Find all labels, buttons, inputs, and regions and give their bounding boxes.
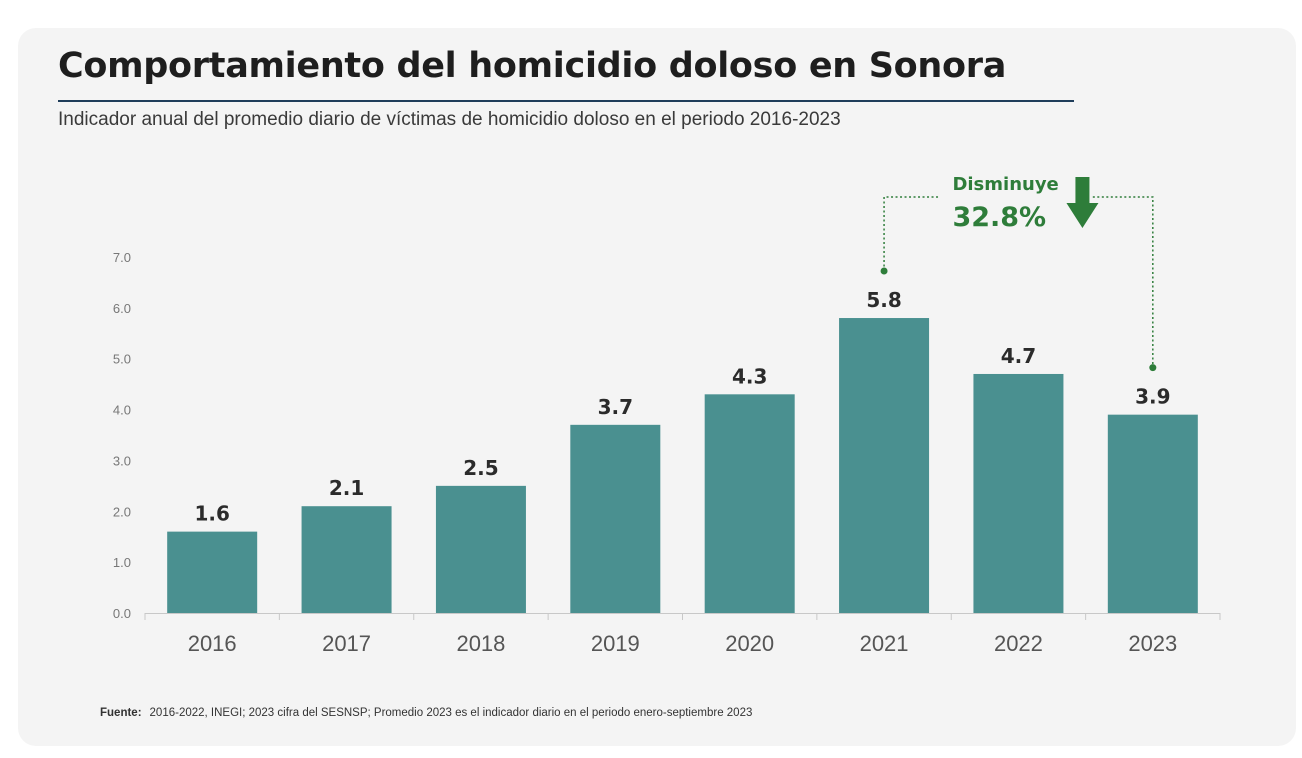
- bar: [1107, 414, 1198, 613]
- x-tick-label: 2018: [456, 631, 505, 656]
- y-tick-label: 4.0: [113, 403, 131, 418]
- x-tick-label: 2022: [994, 631, 1043, 656]
- annotation-connector-left: [883, 196, 940, 272]
- source-text: 2016-2022, INEGI; 2023 cifra del SESNSP;…: [149, 707, 753, 719]
- arrow-down-icon: [1066, 177, 1099, 228]
- y-tick-label: 6.0: [113, 301, 131, 316]
- bar-value-label: 2.1: [329, 476, 364, 500]
- annotation-dot-start: [880, 267, 888, 275]
- bar: [167, 531, 258, 613]
- source-label: Fuente:: [100, 707, 142, 719]
- bar: [570, 424, 661, 613]
- chart-subtitle: Indicador anual del promedio diario de v…: [58, 109, 841, 130]
- x-tick-label: 2023: [1128, 631, 1177, 656]
- x-tick-label: 2017: [322, 631, 371, 656]
- bar: [839, 318, 930, 613]
- bar-value-label: 4.7: [1001, 344, 1036, 368]
- y-tick-label: 0.0: [113, 606, 131, 621]
- annotation-label: Disminuye: [952, 174, 1058, 195]
- bar: [973, 373, 1064, 613]
- bar: [301, 506, 392, 613]
- title-underline: [58, 100, 1074, 102]
- y-tick-label: 7.0: [113, 250, 131, 265]
- page-title: Comportamiento del homicidio doloso en S…: [58, 46, 1007, 86]
- bar-value-label: 2.5: [463, 456, 498, 480]
- source-note: Fuente: 2016-2022, INEGI; 2023 cifra del …: [100, 707, 752, 719]
- bar-value-label: 1.6: [194, 502, 229, 526]
- bar-value-label: 4.3: [732, 364, 767, 388]
- annotation-dot-end: [1149, 364, 1157, 372]
- x-tick-label: 2016: [188, 631, 237, 656]
- bar: [435, 485, 526, 613]
- bar-value-label: 5.8: [866, 288, 901, 312]
- bar-value-label: 3.9: [1135, 385, 1170, 409]
- x-tick-label: 2021: [860, 631, 909, 656]
- x-tick-label: 2019: [591, 631, 640, 656]
- x-tick-label: 2020: [725, 631, 774, 656]
- chart-card: [18, 28, 1296, 746]
- annotation-percent: 32.8%: [952, 202, 1046, 233]
- bar-value-label: 3.7: [598, 395, 633, 419]
- y-tick-label: 5.0: [113, 352, 131, 367]
- bar: [704, 394, 795, 613]
- y-tick-label: 2.0: [113, 504, 131, 519]
- annotation-connector-right: [1092, 196, 1154, 368]
- y-tick-label: 3.0: [113, 453, 131, 468]
- y-tick-label: 1.0: [113, 555, 131, 570]
